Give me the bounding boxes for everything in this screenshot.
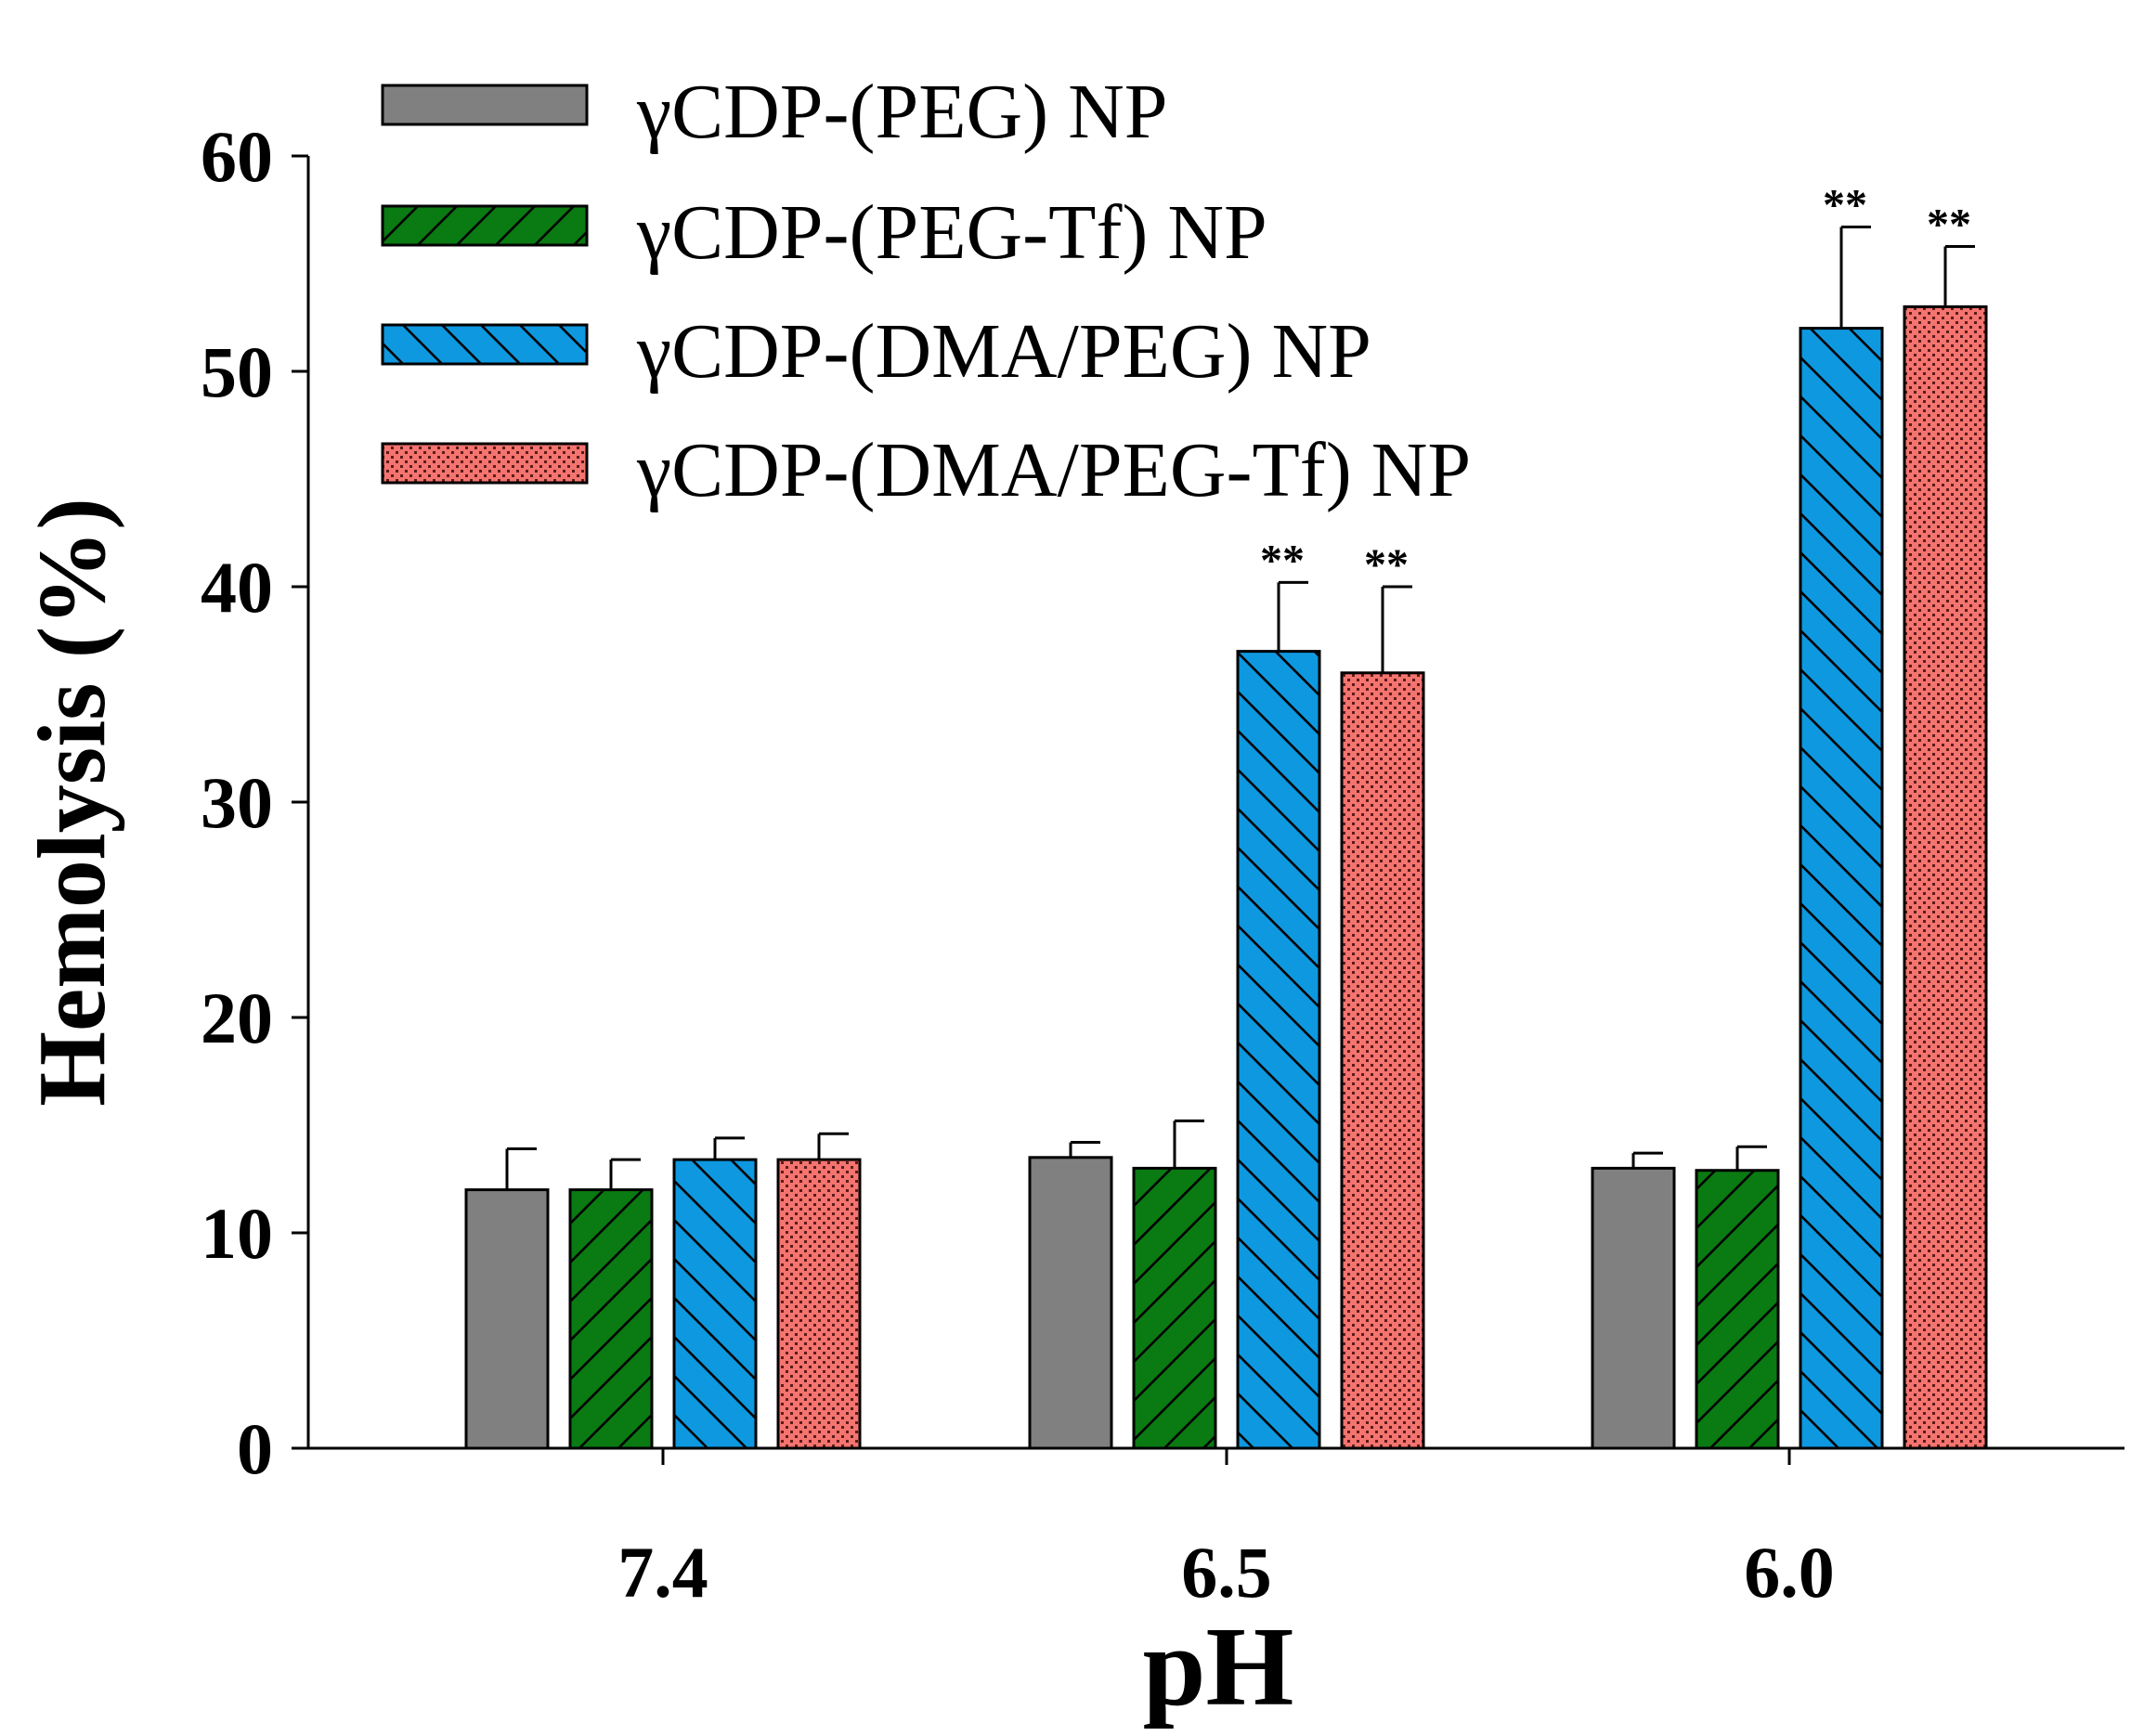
bar-cat2-series4 xyxy=(1340,671,1425,1450)
bar-cat1-series4 xyxy=(776,1158,862,1450)
bar-cat3-series3 xyxy=(1799,327,1884,1450)
legend-label-series-4: γCDP-(DMA/PEG-Tf) NP xyxy=(636,427,1471,513)
bar-cat2-series1 xyxy=(1028,1156,1113,1450)
y-tick-label-50: 50 xyxy=(201,331,273,412)
x-tick-label-6.5: 6.5 xyxy=(1181,1532,1272,1613)
bar-cat3-series2 xyxy=(1695,1169,1780,1450)
legend-item-series-4: γCDP-(DMA/PEG-Tf) NP xyxy=(381,427,1471,513)
y-axis-title: Hemolysis (%) xyxy=(19,498,125,1107)
bar-cat1-series2 xyxy=(568,1188,654,1450)
significance-cat2-series3: ** xyxy=(1260,536,1305,585)
y-tick-label-60: 60 xyxy=(201,116,273,197)
legend-item-series-2: γCDP-(PEG-Tf) NP xyxy=(381,189,1267,276)
significance-cat3-series4: ** xyxy=(1927,200,1971,249)
significance-cat2-series4: ** xyxy=(1364,540,1409,589)
x-tick-label-7.4: 7.4 xyxy=(617,1532,708,1613)
y-tick-label-30: 30 xyxy=(201,762,273,843)
legend-swatch-series-3 xyxy=(381,323,589,366)
bar-cat2-series3 xyxy=(1236,650,1321,1450)
x-ticks: 7.4 6.5 6.0 xyxy=(617,1448,1835,1613)
legend-label-series-3: γCDP-(DMA/PEG) NP xyxy=(636,308,1371,395)
y-ticks: 0 10 20 30 40 50 60 xyxy=(201,116,308,1489)
x-tick-label-6.0: 6.0 xyxy=(1744,1532,1835,1613)
bars: ** ** ** ** xyxy=(464,181,1988,1450)
legend-label-series-1: γCDP-(PEG) NP xyxy=(636,69,1168,155)
x-axis-title: pH xyxy=(1143,1604,1294,1730)
legend-label-series-2: γCDP-(PEG-Tf) NP xyxy=(636,189,1267,276)
legend-swatch-series-2 xyxy=(381,204,589,247)
bar-cat1-series1 xyxy=(464,1188,550,1450)
legend-item-series-1: γCDP-(PEG) NP xyxy=(381,69,1168,155)
bar-cat3-series1 xyxy=(1591,1166,1676,1450)
legend-swatch-series-4 xyxy=(381,442,589,485)
y-tick-label-0: 0 xyxy=(237,1408,273,1489)
bar-cat2-series2 xyxy=(1132,1166,1217,1450)
bar-cat3-series4 xyxy=(1903,304,1988,1450)
legend-item-series-3: γCDP-(DMA/PEG) NP xyxy=(381,308,1371,395)
y-tick-label-40: 40 xyxy=(201,547,273,628)
bar-cat1-series3 xyxy=(672,1158,758,1450)
legend-swatch-series-1 xyxy=(381,84,589,126)
legend: γCDP-(PEG) NP γCDP-(PEG-Tf) NP γCDP-(DMA… xyxy=(381,69,1471,513)
y-tick-label-20: 20 xyxy=(201,978,273,1058)
significance-cat3-series3: ** xyxy=(1823,181,1867,230)
y-tick-label-10: 10 xyxy=(201,1193,273,1274)
